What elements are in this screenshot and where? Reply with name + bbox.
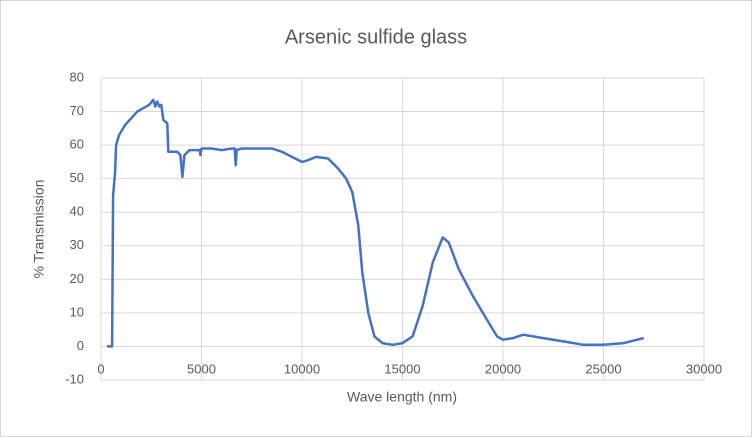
x-tick-label: 0: [97, 361, 104, 376]
x-tick-label: 10000: [284, 361, 320, 376]
y-tick-label: 0: [77, 338, 84, 353]
y-axis-title: % Transmission: [31, 180, 47, 279]
x-tick-label: 25000: [585, 361, 621, 376]
y-tick-label: 80: [70, 69, 84, 84]
x-axis-title: Wave length (nm): [347, 389, 457, 405]
y-tick-label: 60: [70, 137, 84, 152]
y-tick-label: 20: [70, 271, 84, 286]
x-tick-label: 5000: [187, 361, 216, 376]
data-line: [107, 98, 645, 348]
x-tick-label: 20000: [485, 361, 521, 376]
chart-title: Arsenic sulfide glass: [285, 26, 467, 48]
y-tick-label: 10: [70, 304, 84, 319]
x-tick-label: 30000: [686, 361, 722, 376]
y-tick-label: 30: [70, 237, 84, 252]
y-tick-label: -10: [65, 371, 84, 386]
y-tick-label: 50: [70, 170, 84, 185]
y-tick-label: 70: [70, 103, 84, 118]
x-tick-label: 15000: [384, 361, 420, 376]
y-tick-label: 40: [70, 204, 84, 219]
